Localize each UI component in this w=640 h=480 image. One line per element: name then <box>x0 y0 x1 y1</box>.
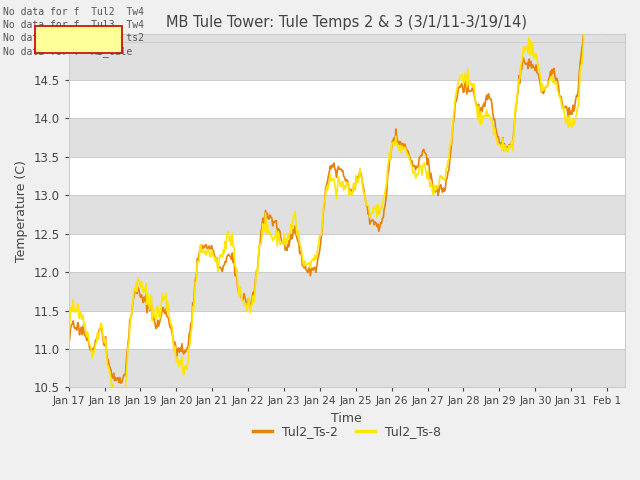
Text: No data for f  MB_tule: No data for f MB_tule <box>3 46 132 57</box>
Tul2_Ts-2 <box>309 267 317 273</box>
Legend: Tul2_Ts-2, Tul2_Ts-8: Tul2_Ts-2, Tul2_Ts-8 <box>248 420 446 443</box>
Line: Tul2_Ts-2: Tul2_Ts-2 <box>68 19 607 383</box>
Tul2_Ts-8 <box>582 16 589 22</box>
Title: MB Tule Tower: Tule Temps 2 & 3 (3/1/11-3/19/14): MB Tule Tower: Tule Temps 2 & 3 (3/1/11-… <box>166 15 527 30</box>
X-axis label: Time: Time <box>332 412 362 425</box>
Tul2_Ts-8 <box>65 327 72 333</box>
Tul2_Ts-8 <box>383 180 390 186</box>
Tul2_Ts-8 <box>161 296 169 302</box>
Tul2_Ts-2 <box>204 245 212 251</box>
Text: No data for f  Tul3  Tw4: No data for f Tul3 Tw4 <box>3 20 144 30</box>
Bar <box>68 119 625 157</box>
Tul2_Ts-8 <box>471 94 479 99</box>
Bar <box>68 195 625 234</box>
Tul2_Ts-8 <box>425 176 433 181</box>
Text: No data for f  Tul2  Tw4: No data for f Tul2 Tw4 <box>3 7 144 17</box>
Text: No data for f  Tul3  ts2: No data for f Tul3 ts2 <box>3 33 144 43</box>
Tul2_Ts-8 <box>204 246 212 252</box>
Line: Tul2_Ts-8: Tul2_Ts-8 <box>68 19 607 395</box>
Tul2_Ts-2 <box>65 336 72 341</box>
Bar <box>68 349 625 387</box>
Tul2_Ts-8 <box>115 392 122 398</box>
Tul2_Ts-2 <box>582 16 589 22</box>
Tul2_Ts-2 <box>425 163 433 169</box>
Tul2_Ts-2 <box>383 187 390 193</box>
Tul2_Ts-2 <box>471 96 479 102</box>
Bar <box>68 272 625 311</box>
Tul2_Ts-2 <box>117 380 125 386</box>
Tul2_Ts-8 <box>604 24 611 29</box>
Bar <box>68 34 625 80</box>
Tul2_Ts-2 <box>604 31 611 37</box>
Y-axis label: Temperature (C): Temperature (C) <box>15 160 28 262</box>
Tul2_Ts-2 <box>161 311 169 316</box>
Tul2_Ts-8 <box>309 256 317 262</box>
